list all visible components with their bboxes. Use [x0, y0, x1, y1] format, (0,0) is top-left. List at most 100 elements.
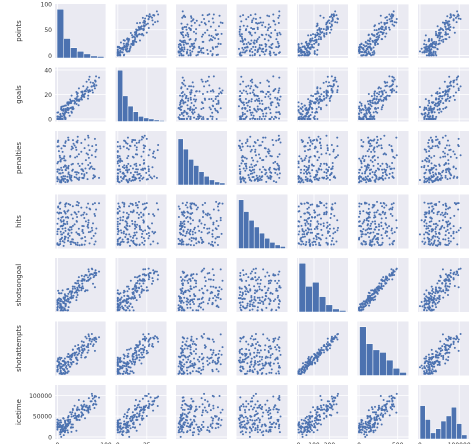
scatter-point [367, 303, 369, 305]
scatter-point [452, 150, 454, 152]
scatter-point [204, 202, 206, 204]
scatter-point [240, 179, 242, 181]
scatter-point [240, 304, 242, 306]
scatter-point [240, 278, 242, 280]
scatter-point [372, 102, 374, 104]
scatter-point [264, 118, 266, 120]
scatter-point [128, 233, 130, 235]
scatter-point [437, 236, 439, 238]
scatter-point [440, 40, 442, 42]
scatter-point [144, 25, 146, 27]
scatter-point [190, 15, 192, 17]
scatter-point [330, 29, 332, 31]
scatter-point [445, 91, 447, 93]
scatter-point [445, 135, 447, 137]
scatter-point [126, 180, 128, 182]
scatter-point [308, 165, 310, 167]
scatter-point [240, 297, 242, 299]
scatter-point [270, 32, 272, 34]
scatter-point [243, 25, 245, 27]
scatter-point [316, 178, 318, 180]
scatter-point [87, 203, 89, 205]
scatter-point [187, 112, 189, 114]
scatter-point [372, 54, 374, 56]
scatter-point [183, 221, 185, 223]
scatter-point [369, 100, 371, 102]
scatter-point [272, 144, 274, 146]
scatter-point [72, 239, 74, 241]
scatter-point [63, 159, 65, 161]
scatter-point [369, 169, 371, 171]
scatter-point [336, 91, 338, 93]
scatter-point [88, 271, 90, 273]
scatter-point [456, 83, 458, 85]
scatter-point [147, 166, 149, 168]
scatter-point [194, 279, 196, 281]
scatter-point [195, 38, 197, 40]
scatter-point [65, 167, 67, 169]
scatter-point [457, 14, 459, 16]
scatter-point [392, 269, 394, 271]
scatter-point [314, 178, 316, 180]
scatter-point [91, 89, 93, 91]
scatter-point [265, 45, 267, 47]
scatter-point [367, 175, 369, 177]
scatter-point [180, 289, 182, 291]
scatter-point [435, 288, 437, 290]
scatter-point [314, 52, 316, 54]
scatter-point [430, 220, 432, 222]
scatter-point [246, 140, 248, 142]
scatter-point [125, 309, 127, 311]
scatter-point [189, 91, 191, 93]
scatter-point [428, 100, 430, 102]
scatter-point [180, 223, 182, 225]
scatter-point [261, 141, 263, 143]
histogram-bar [188, 159, 193, 185]
scatter-point [93, 176, 95, 178]
scatter-point [320, 28, 322, 30]
scatter-point [392, 83, 394, 85]
scatter-point [383, 285, 385, 287]
panel-points-vs-goals [116, 4, 167, 58]
scatter-point [193, 117, 195, 119]
scatter-point [269, 52, 271, 54]
scatter-point [249, 309, 251, 311]
scatter-point [367, 150, 369, 152]
scatter-point [190, 93, 192, 95]
scatter-point [373, 97, 375, 99]
scatter-point [268, 15, 270, 17]
scatter-point [438, 238, 440, 240]
scatter-point [388, 14, 390, 16]
scatter-point [95, 75, 97, 77]
scatter-point [425, 34, 427, 36]
scatter-point [425, 223, 427, 225]
panel-shotsongoal-vs-points [55, 258, 106, 312]
scatter-point [249, 50, 251, 52]
scatter-point [146, 233, 148, 235]
scatter-point [243, 168, 245, 170]
scatter-point [119, 169, 121, 171]
scatter-point [215, 29, 217, 31]
scatter-point [430, 137, 432, 139]
scatter-point [434, 203, 436, 205]
scatter-point [124, 140, 126, 142]
scatter-point [202, 241, 204, 243]
scatter-point [191, 237, 193, 239]
scatter-point [87, 276, 89, 278]
scatter-point [124, 40, 126, 42]
scatter-point [189, 307, 191, 309]
scatter-point [239, 15, 241, 17]
scatter-point [458, 18, 460, 20]
scatter-point [79, 165, 81, 167]
scatter-point [75, 149, 77, 151]
scatter-point [81, 244, 83, 246]
scatter-point [137, 29, 139, 31]
scatter-point [183, 79, 185, 81]
scatter-point [217, 297, 219, 299]
scatter-point [194, 232, 196, 234]
scatter-point [95, 84, 97, 86]
scatter-point [275, 38, 277, 40]
scatter-point [310, 228, 312, 230]
scatter-point [456, 79, 458, 81]
panel-shotsongoal-vs-penalties [176, 258, 227, 312]
